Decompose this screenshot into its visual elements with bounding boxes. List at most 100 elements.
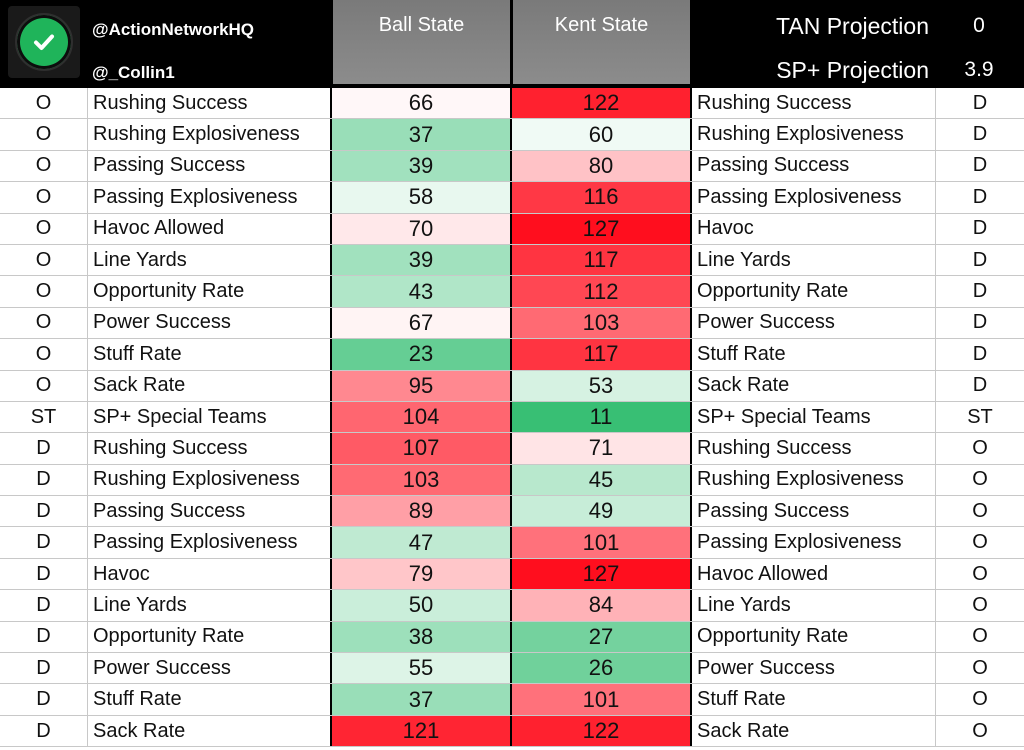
stat-a-cell[interactable]: Passing Explosiveness: [88, 182, 332, 213]
team-b-rank-cell[interactable]: 117: [512, 244, 692, 276]
stat-b-cell[interactable]: Rushing Success: [692, 88, 936, 119]
team-a-rank-cell[interactable]: 104: [332, 401, 512, 433]
side-a-cell[interactable]: O: [0, 370, 88, 401]
stat-a-cell[interactable]: Rushing Success: [88, 88, 332, 119]
stat-a-cell[interactable]: Passing Success: [88, 150, 332, 182]
stat-b-cell[interactable]: Line Yards: [692, 590, 936, 621]
stat-a-cell[interactable]: Stuff Rate: [88, 339, 332, 370]
team-b-rank-cell[interactable]: 122: [512, 88, 692, 119]
side-b-cell[interactable]: D: [972, 154, 988, 177]
side-b-cell[interactable]: O: [972, 625, 988, 648]
side-a-cell[interactable]: O: [0, 88, 88, 119]
team-a-rank-cell[interactable]: 58: [332, 182, 512, 213]
side-a-cell[interactable]: D: [0, 684, 88, 715]
team-b-rank-cell[interactable]: 117: [512, 339, 692, 370]
side-a-cell[interactable]: O: [0, 276, 88, 307]
stat-b-cell[interactable]: Rushing Explosiveness: [692, 119, 936, 150]
team-b-rank-cell[interactable]: 26: [512, 653, 692, 684]
team-b-rank-cell[interactable]: 101: [512, 684, 692, 715]
side-a-cell[interactable]: D: [0, 590, 88, 621]
stat-b-cell[interactable]: Power Success: [692, 653, 936, 684]
team-a-rank-cell[interactable]: 55: [332, 653, 512, 684]
stat-b-cell[interactable]: Rushing Explosiveness: [692, 464, 936, 496]
stat-b-cell[interactable]: Stuff Rate: [692, 339, 936, 370]
side-b-cell[interactable]: O: [972, 436, 988, 459]
team-a-rank-cell[interactable]: 95: [332, 370, 512, 401]
team-a-rank-cell[interactable]: 67: [332, 307, 512, 339]
team-a-rank-cell[interactable]: 38: [332, 621, 512, 653]
side-b-cell[interactable]: O: [972, 562, 988, 585]
stat-b-cell[interactable]: Opportunity Rate: [692, 621, 936, 653]
side-b-cell[interactable]: D: [972, 311, 988, 334]
side-a-cell[interactable]: D: [0, 527, 88, 558]
stat-b-cell[interactable]: Havoc Allowed: [692, 558, 936, 590]
side-b-cell[interactable]: D: [972, 217, 988, 240]
side-b-cell[interactable]: O: [972, 468, 988, 491]
side-b-cell[interactable]: O: [972, 499, 988, 522]
team-b-rank-cell[interactable]: 11: [512, 401, 692, 433]
side-a-cell[interactable]: O: [0, 150, 88, 182]
stat-a-cell[interactable]: Passing Explosiveness: [88, 527, 332, 558]
team-b-rank-cell[interactable]: 49: [512, 496, 692, 527]
team-a-rank-cell[interactable]: 107: [332, 433, 512, 464]
team-a-rank-cell[interactable]: 37: [332, 684, 512, 715]
team-b-rank-cell[interactable]: 112: [512, 276, 692, 307]
sp-projection-value[interactable]: 3.9: [964, 58, 994, 81]
stat-b-cell[interactable]: Passing Success: [692, 150, 936, 182]
team-a-rank-cell[interactable]: 50: [332, 590, 512, 621]
stat-a-cell[interactable]: Havoc Allowed: [88, 213, 332, 244]
stat-b-cell[interactable]: Passing Explosiveness: [692, 182, 936, 213]
team-b-rank-cell[interactable]: 80: [512, 150, 692, 182]
side-a-cell[interactable]: D: [0, 464, 88, 496]
team-b-rank-cell[interactable]: 127: [512, 213, 692, 244]
team-b-header[interactable]: Kent State: [513, 0, 690, 84]
team-a-rank-cell[interactable]: 43: [332, 276, 512, 307]
side-b-cell[interactable]: O: [972, 719, 988, 742]
stat-a-cell[interactable]: Havoc: [88, 558, 332, 590]
side-a-cell[interactable]: O: [0, 244, 88, 276]
stat-a-cell[interactable]: Sack Rate: [88, 715, 332, 747]
team-a-rank-cell[interactable]: 39: [332, 150, 512, 182]
side-a-cell[interactable]: D: [0, 433, 88, 464]
team-a-rank-cell[interactable]: 23: [332, 339, 512, 370]
team-a-rank-cell[interactable]: 66: [332, 88, 512, 119]
stat-a-cell[interactable]: Opportunity Rate: [88, 276, 332, 307]
side-b-cell[interactable]: D: [972, 342, 988, 365]
stat-a-cell[interactable]: Power Success: [88, 307, 332, 339]
team-b-rank-cell[interactable]: 127: [512, 558, 692, 590]
team-a-header[interactable]: Ball State: [333, 0, 510, 84]
side-b-cell[interactable]: O: [972, 531, 988, 554]
team-b-rank-cell[interactable]: 71: [512, 433, 692, 464]
team-a-rank-cell[interactable]: 103: [332, 464, 512, 496]
stat-a-cell[interactable]: Sack Rate: [88, 370, 332, 401]
stat-a-cell[interactable]: Rushing Success: [88, 433, 332, 464]
team-a-rank-cell[interactable]: 79: [332, 558, 512, 590]
stat-a-cell[interactable]: SP+ Special Teams: [88, 401, 332, 433]
team-b-rank-cell[interactable]: 122: [512, 715, 692, 747]
side-a-cell[interactable]: D: [0, 496, 88, 527]
team-b-rank-cell[interactable]: 103: [512, 307, 692, 339]
stat-b-cell[interactable]: Passing Explosiveness: [692, 527, 936, 558]
side-b-cell[interactable]: O: [972, 688, 988, 711]
side-b-cell[interactable]: D: [972, 91, 988, 114]
team-b-rank-cell[interactable]: 101: [512, 527, 692, 558]
stat-a-cell[interactable]: Power Success: [88, 653, 332, 684]
stat-b-cell[interactable]: Line Yards: [692, 244, 936, 276]
team-a-rank-cell[interactable]: 37: [332, 119, 512, 150]
side-b-cell[interactable]: D: [972, 374, 988, 397]
stat-b-cell[interactable]: SP+ Special Teams: [692, 401, 936, 433]
stat-a-cell[interactable]: Line Yards: [88, 590, 332, 621]
side-a-cell[interactable]: ST: [0, 401, 88, 433]
side-a-cell[interactable]: D: [0, 558, 88, 590]
team-b-rank-cell[interactable]: 53: [512, 370, 692, 401]
stat-b-cell[interactable]: Opportunity Rate: [692, 276, 936, 307]
team-b-rank-cell[interactable]: 45: [512, 464, 692, 496]
side-a-cell[interactable]: D: [0, 621, 88, 653]
team-a-rank-cell[interactable]: 47: [332, 527, 512, 558]
side-b-cell[interactable]: D: [972, 248, 988, 271]
stat-b-cell[interactable]: Power Success: [692, 307, 936, 339]
stat-b-cell[interactable]: Sack Rate: [692, 370, 936, 401]
side-a-cell[interactable]: O: [0, 182, 88, 213]
team-b-rank-cell[interactable]: 84: [512, 590, 692, 621]
tan-projection-value[interactable]: 0: [973, 14, 985, 37]
